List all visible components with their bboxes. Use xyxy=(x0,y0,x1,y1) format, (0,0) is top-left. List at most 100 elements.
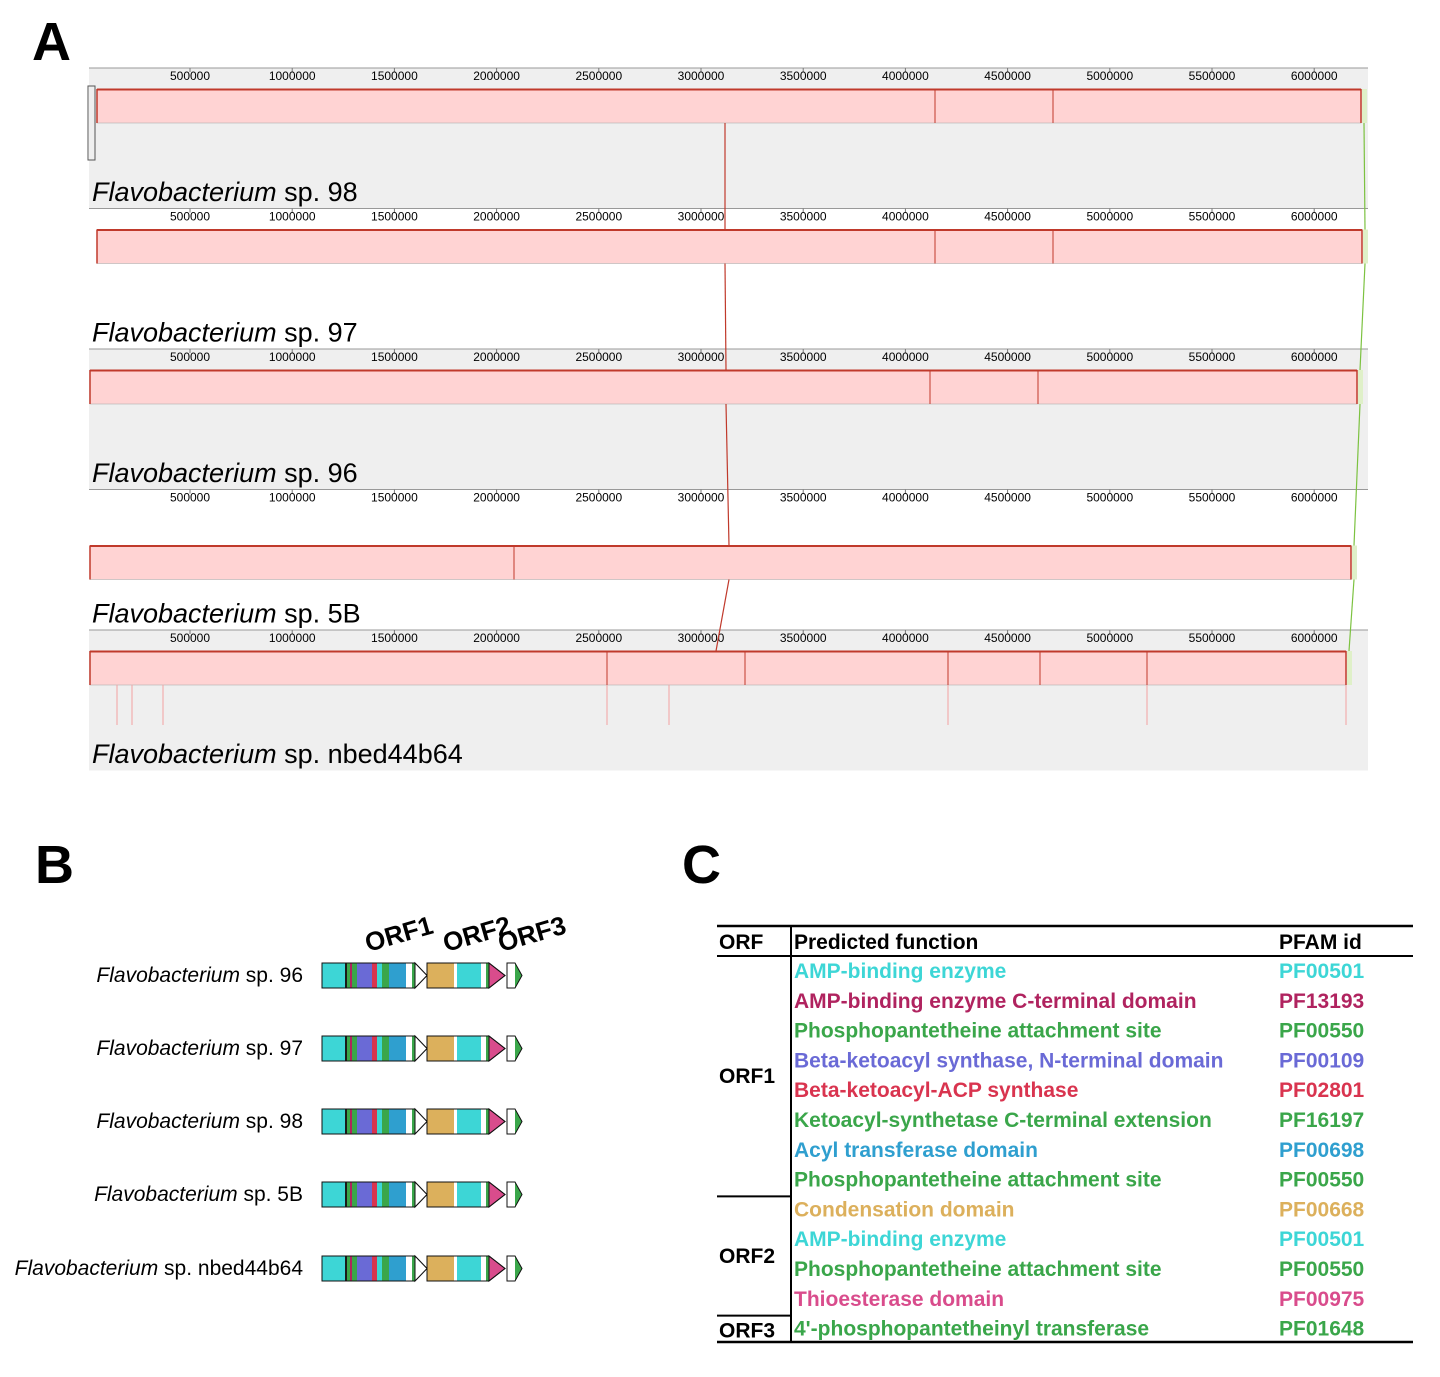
tick-label: 2000000 xyxy=(473,491,520,505)
domain-segment xyxy=(322,1182,345,1207)
function-cell: Phosphopantetheine attachment site xyxy=(794,1169,1162,1192)
panel-b-letter: B xyxy=(35,835,74,895)
tick-label: 6000000 xyxy=(1291,350,1338,364)
strain-genus: Flavobacterium xyxy=(96,1037,240,1060)
orf3-body xyxy=(507,1109,515,1134)
domain-segment xyxy=(406,1182,412,1207)
genome-label-species: sp. nbed44b64 xyxy=(277,739,463,769)
strain-row: Flavobacterium sp. 96 xyxy=(96,961,523,990)
tick-label: 3000000 xyxy=(678,491,725,505)
function-cell: AMP-binding enzyme xyxy=(794,1228,1006,1251)
orf3-domain xyxy=(515,1036,522,1061)
strain-row: Flavobacterium sp. 5B xyxy=(94,1180,523,1209)
tick-label: 3500000 xyxy=(780,631,827,645)
orf3-body xyxy=(507,1256,515,1281)
green-lcb xyxy=(1358,370,1363,404)
domain-segment xyxy=(357,1182,372,1207)
domain-segment xyxy=(345,1036,347,1061)
domain-segment xyxy=(389,1256,406,1281)
tick-label: 4500000 xyxy=(984,491,1031,505)
panel-a-letter: A xyxy=(32,12,71,72)
pfam-cell: PF00501 xyxy=(1279,960,1365,983)
genome-label-species: sp. 96 xyxy=(277,458,358,488)
tick-label: 4000000 xyxy=(882,491,929,505)
domain-segment xyxy=(377,1109,382,1134)
domain-segment xyxy=(347,963,350,988)
orf-group-label: ORF3 xyxy=(719,1320,775,1343)
genome-label: Flavobacterium sp. 96 xyxy=(92,458,358,488)
tick-label: 1500000 xyxy=(371,210,418,224)
genome-label-species: sp. 5B xyxy=(277,599,361,629)
orf3-domain xyxy=(515,1182,522,1207)
pfam-cell: PF00698 xyxy=(1279,1139,1365,1162)
tick-label: 3500000 xyxy=(780,350,827,364)
tick-label: 4000000 xyxy=(882,69,929,83)
tick-label: 6000000 xyxy=(1291,491,1338,505)
green-lcb xyxy=(1362,89,1367,123)
domain-segment xyxy=(357,1109,372,1134)
strain-label: Flavobacterium sp. 98 xyxy=(96,1110,303,1133)
tick-label: 3500000 xyxy=(780,210,827,224)
domain-segment xyxy=(427,1109,454,1134)
domain-segment xyxy=(427,1036,454,1061)
orf3-arrow xyxy=(506,1255,523,1282)
domain-segment xyxy=(454,1256,457,1281)
orf2-arrow xyxy=(426,1108,506,1135)
tick-label: 4500000 xyxy=(984,350,1031,364)
domain-segment xyxy=(427,1256,454,1281)
domain-segment xyxy=(389,963,406,988)
orf2-arrow xyxy=(426,962,506,989)
tick-label: 3000000 xyxy=(678,69,725,83)
strain-row: Flavobacterium sp. 98 xyxy=(96,1107,523,1136)
strain-species: sp. nbed44b64 xyxy=(158,1257,303,1280)
tick-label: 2500000 xyxy=(575,631,622,645)
genome-label: Flavobacterium sp. 97 xyxy=(92,318,358,348)
domain-segment xyxy=(357,1256,372,1281)
reference-frame xyxy=(87,85,96,161)
tick-label: 4000000 xyxy=(882,631,929,645)
lcb-block xyxy=(89,650,1347,686)
lcb-block xyxy=(96,88,1362,124)
domain-segment xyxy=(481,963,486,988)
genome-label-genus: Flavobacterium xyxy=(92,177,277,207)
tick-label: 3500000 xyxy=(780,69,827,83)
domain-segment xyxy=(350,963,352,988)
thioesterase-arrowhead xyxy=(488,1254,506,1283)
domain-segment xyxy=(457,1256,481,1281)
domain-segment xyxy=(347,1182,350,1207)
orf3-arrow xyxy=(506,1108,523,1135)
tick-label: 3000000 xyxy=(678,350,725,364)
genome-label: Flavobacterium sp. 5B xyxy=(92,599,361,629)
red-connector xyxy=(725,403,730,546)
orf-group-label: ORF2 xyxy=(719,1245,775,1268)
domain-segment xyxy=(457,1036,481,1061)
tick-label: 6000000 xyxy=(1291,69,1338,83)
strain-row: Flavobacterium sp. 97 xyxy=(96,1034,523,1063)
domain-segment xyxy=(347,1256,350,1281)
strain-label: Flavobacterium sp. 97 xyxy=(96,1037,303,1060)
domain-segment xyxy=(412,1256,415,1281)
tick-label: 1500000 xyxy=(371,350,418,364)
domain-segment xyxy=(372,1036,377,1061)
tick-label: 5000000 xyxy=(1086,350,1133,364)
green-lcb xyxy=(1347,651,1352,685)
domain-segment xyxy=(427,1182,454,1207)
tick-label: 2000000 xyxy=(473,631,520,645)
red-connector xyxy=(724,263,727,371)
genome-label: Flavobacterium sp. 98 xyxy=(92,177,358,207)
tick-label: 5500000 xyxy=(1189,491,1236,505)
pfam-cell: PF00501 xyxy=(1279,1228,1365,1251)
strain-row: Flavobacterium sp. nbed44b64 xyxy=(15,1254,523,1283)
orf1-arrowhead xyxy=(414,1107,428,1136)
green-connector xyxy=(1353,403,1361,546)
genome-label-genus: Flavobacterium xyxy=(92,318,277,348)
orf3-domain xyxy=(515,1109,522,1134)
header-function: Predicted function xyxy=(794,931,978,954)
tick-label: 1000000 xyxy=(269,631,316,645)
genome-track: 500000 1000000 1500000 2000000 2500000 300000… xyxy=(89,67,1368,209)
orf2-arrow xyxy=(426,1035,506,1062)
domain-segment xyxy=(377,1036,382,1061)
function-cell: Acyl transferase domain xyxy=(794,1139,1038,1162)
domain-segment xyxy=(486,1182,489,1207)
